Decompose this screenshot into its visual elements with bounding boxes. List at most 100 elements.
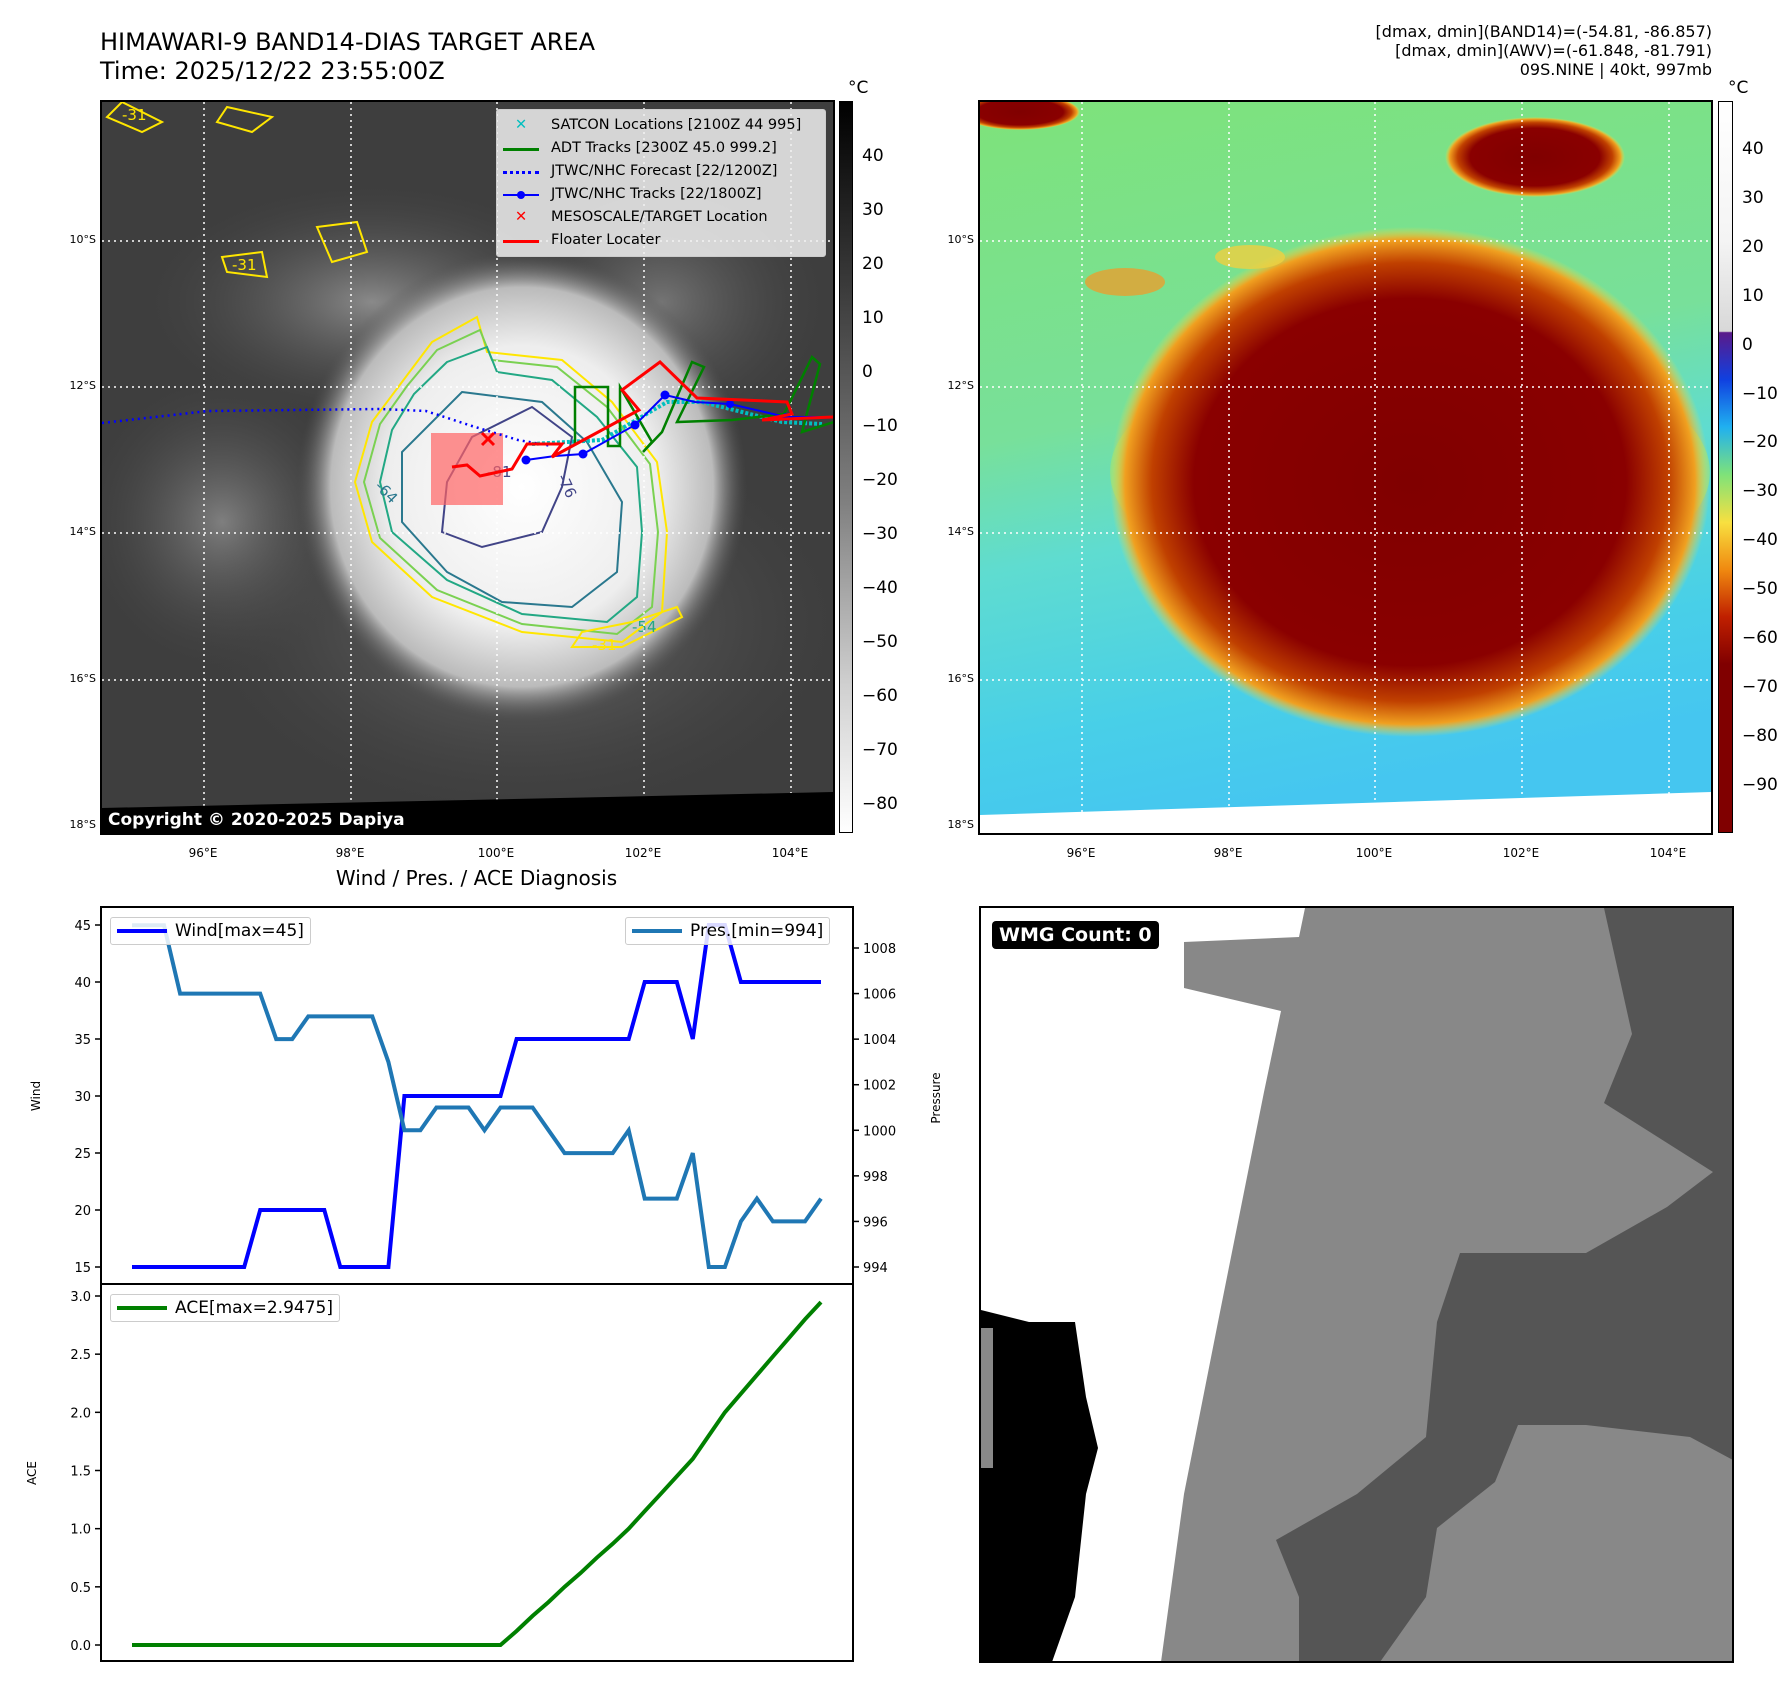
wind-axis-label: Wind: [29, 1081, 43, 1111]
colorbar-tick: −90: [1742, 774, 1778, 795]
colorbar-tick: −40: [1742, 530, 1778, 551]
legend-label: ADT Tracks [2300Z 45.0 999.2]: [551, 140, 777, 156]
grayscale-colorbar: [839, 101, 853, 833]
tick-label: 1006: [863, 988, 896, 1003]
colorbar-tick: −80: [1742, 725, 1778, 746]
wmg-count-badge: WMG Count: 0: [992, 921, 1159, 949]
copyright-badge: Copyright © 2020-2025 Dapiya: [103, 808, 410, 832]
lon-label: 104°E: [1649, 846, 1687, 860]
ir-map: -31 -64 -76 -81 -54 -31 -31: [100, 100, 835, 835]
pressure-line-icon: [632, 929, 682, 933]
wmg-region-dark: [1276, 908, 1732, 1661]
colorbar-tick: −20: [1742, 432, 1778, 453]
lon-label: 102°E: [1502, 846, 1540, 860]
colorbar-unit: °C: [1728, 78, 1749, 98]
colorbar-tick: −50: [862, 632, 898, 652]
wmg-region-light: [1161, 908, 1732, 1661]
tick-label: 0.0: [70, 1639, 91, 1654]
contour-label: -31: [122, 106, 147, 124]
lon-label: 96°E: [188, 846, 218, 860]
forecast-dotted-icon: [503, 165, 539, 179]
tick-label: 30: [74, 1090, 91, 1105]
tick-label: 1004: [863, 1033, 896, 1048]
legend-label: JTWC/NHC Forecast [22/1200Z]: [551, 163, 778, 179]
lon-label: 96°E: [1066, 846, 1096, 860]
legend-label: Pres.[min=994]: [690, 921, 824, 941]
pressure-series-line: [132, 923, 823, 1269]
figure-title: HIMAWARI-9 BAND14-DIAS TARGET AREA Time:…: [100, 28, 595, 86]
colorbar-tick: −60: [862, 686, 898, 706]
wmg-panel: [979, 906, 1734, 1663]
tick-label: 1002: [863, 1079, 896, 1094]
storm-info: 09S.NINE | 40kt, 997mb: [1519, 60, 1712, 79]
lat-label: 16°S: [69, 672, 96, 685]
legend-forecast: JTWC/NHC Forecast [22/1200Z]: [503, 160, 819, 183]
tick-label: 1008: [863, 942, 896, 957]
colorbar-tick: −10: [1742, 383, 1778, 404]
colorbar-tick: 20: [1742, 236, 1764, 257]
tick-label: 20: [74, 1204, 91, 1219]
colorbar-unit: °C: [848, 78, 869, 98]
map-legend: ✕ SATCON Locations [2100Z 44 995] ADT Tra…: [496, 109, 826, 257]
tick-label: 40: [74, 976, 91, 991]
tick-label: 15: [74, 1261, 91, 1276]
adt-line-icon: [503, 142, 539, 156]
colorbar-tick: −30: [862, 524, 898, 544]
red-x-icon: ✕: [515, 208, 528, 225]
legend-adt: ADT Tracks [2300Z 45.0 999.2]: [503, 137, 819, 160]
colorbar-tick: 20: [862, 254, 884, 274]
awv-colorbar: [1718, 101, 1733, 833]
tick-label: 994: [863, 1261, 888, 1276]
legend-jtwc: JTWC/NHC Tracks [22/1800Z]: [503, 183, 819, 206]
legend-floater: Floater Locater: [503, 229, 819, 252]
lon-label: 98°E: [335, 846, 365, 860]
floater-track: [451, 360, 833, 478]
lat-label: 18°S: [947, 818, 974, 831]
lon-label: 98°E: [1213, 846, 1243, 860]
tick-label: 0.5: [70, 1581, 91, 1596]
pressure-legend: Pres.[min=994]: [625, 917, 831, 945]
tick-label: 1000: [863, 1124, 896, 1139]
colorbar-tick: 0: [1742, 334, 1753, 355]
lat-label: 14°S: [69, 525, 96, 538]
colorbar-tick: −70: [862, 740, 898, 760]
colorbar-tick: −30: [1742, 481, 1778, 502]
lat-label: 10°S: [69, 233, 96, 246]
gridlines: [980, 102, 1711, 833]
colorbar-tick: 10: [1742, 285, 1764, 306]
band14-range: [dmax, dmin](BAND14)=(-54.81, -86.857): [1375, 22, 1712, 41]
colorbar-tick: −80: [862, 794, 898, 814]
tick-label: 45: [74, 919, 91, 934]
ace-axis-label: ACE: [25, 1461, 39, 1485]
data-range-info: [dmax, dmin](BAND14)=(-54.81, -86.857) […: [1376, 22, 1712, 79]
lat-label: 16°S: [947, 672, 974, 685]
colorbar-tick: −10: [862, 416, 898, 436]
ace-series-line: [132, 1300, 823, 1647]
colorbar-tick: 40: [1742, 139, 1764, 159]
lon-label: 102°E: [624, 846, 662, 860]
ace-line-icon: [117, 1306, 167, 1310]
tick-label: 3.0: [70, 1290, 91, 1305]
legend-label: ACE[max=2.9475]: [175, 1298, 333, 1318]
legend-mesoscale: ✕ MESOSCALE/TARGET Location: [503, 206, 819, 229]
contours: [105, 102, 684, 648]
legend-label: Wind[max=45]: [175, 921, 304, 941]
wind-legend: Wind[max=45]: [110, 917, 311, 945]
title-line-1: HIMAWARI-9 BAND14-DIAS TARGET AREA: [100, 28, 596, 56]
colorbar-tick: −20: [862, 470, 898, 490]
lon-label: 100°E: [477, 846, 515, 860]
colorbar-tick: −70: [1742, 676, 1778, 697]
wind-series-line: [132, 923, 821, 1269]
contour-label: -31: [232, 256, 257, 274]
colorbar-tick: 0: [862, 362, 873, 382]
tick-label: 998: [863, 1170, 888, 1185]
mesoscale-target-box: [431, 433, 503, 505]
tick-label: 25: [74, 1147, 91, 1162]
lon-label: 104°E: [771, 846, 809, 860]
jtwc-forecast-track: [102, 407, 553, 448]
colorbar-tick: 40: [862, 146, 884, 166]
contour-label: -54: [632, 618, 657, 636]
colorbar-tick: −60: [1742, 628, 1778, 648]
wmg-region-black: [981, 1310, 1098, 1661]
title-time: Time: 2025/12/22 23:55:00Z: [100, 57, 445, 85]
